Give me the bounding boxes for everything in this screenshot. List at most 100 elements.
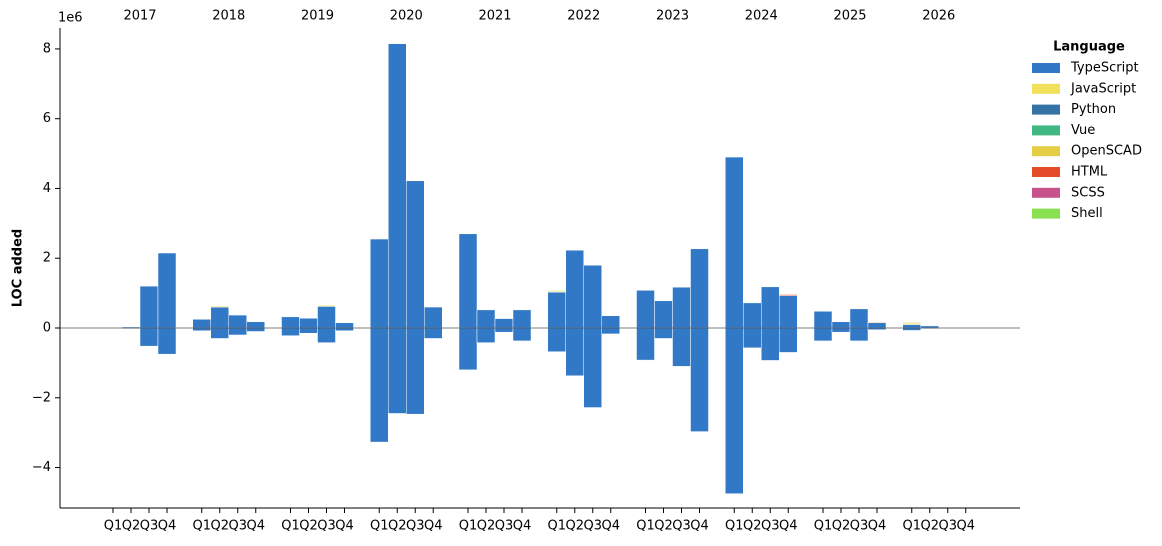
bar-negative	[672, 327, 691, 367]
bar-negative	[636, 327, 655, 361]
legend-label: OpenSCAD	[1071, 144, 1142, 159]
legend-swatch	[1032, 167, 1060, 177]
bar-negative	[831, 327, 851, 333]
x-tick-label: Q2	[388, 519, 407, 534]
x-tick-label: Q2	[299, 519, 318, 534]
x-tick-label: Q1	[459, 519, 478, 534]
bar	[246, 321, 265, 329]
legend-swatch	[1032, 63, 1060, 73]
legend-swatch	[1032, 104, 1060, 115]
bar	[672, 286, 691, 329]
bar-negative	[210, 327, 229, 339]
year-label: 2026	[922, 9, 955, 24]
bar	[654, 300, 673, 329]
bar-negative	[565, 327, 584, 377]
bar-negative	[246, 327, 265, 332]
y-tick-label: 2	[43, 251, 51, 266]
x-tick-label: Q4	[158, 519, 177, 534]
year-label: 2024	[745, 9, 778, 24]
x-tick-label: Q3	[495, 519, 514, 534]
x-tick-label: Q4	[246, 519, 265, 534]
bar-negative	[601, 327, 620, 335]
bar	[458, 233, 478, 329]
y-tick-label: 4	[43, 181, 51, 196]
legend-label: SCSS	[1071, 185, 1105, 200]
bar-negative	[743, 327, 762, 349]
year-label: 2021	[478, 9, 511, 24]
bar	[867, 322, 887, 329]
year-label: 2023	[656, 9, 689, 24]
x-tick-label: Q1	[636, 519, 655, 534]
bar	[831, 321, 851, 329]
x-tick-label: Q4	[690, 519, 709, 534]
x-tick-label: Q3	[850, 519, 869, 534]
x-tick-label: Q3	[672, 519, 691, 534]
x-tick-label: Q4	[513, 519, 532, 534]
y-tick-label: 0	[43, 321, 51, 336]
bar	[299, 317, 318, 329]
x-tick-label: Q4	[335, 519, 354, 534]
bar	[547, 290, 566, 292]
y-tick-label: −2	[32, 390, 51, 405]
bar-negative	[761, 327, 780, 361]
bar	[636, 290, 655, 329]
x-tick-label: Q1	[281, 519, 300, 534]
y-tick-label: 8	[43, 41, 51, 56]
bar	[902, 324, 921, 329]
bar	[281, 316, 300, 329]
bar	[317, 305, 336, 307]
bar	[317, 306, 336, 329]
legend-swatch	[1032, 83, 1060, 94]
bar	[192, 319, 211, 329]
bar	[335, 322, 354, 329]
x-tick-label: Q3	[228, 519, 247, 534]
year-label: 2017	[123, 9, 156, 24]
legend-label: JavaScript	[1070, 81, 1136, 96]
bar	[583, 264, 602, 329]
x-tick-label: Q2	[477, 519, 496, 534]
bar-negative	[690, 327, 709, 432]
x-tick-label: Q3	[406, 519, 425, 534]
legend-swatch	[1032, 146, 1060, 157]
x-tick-label: Q2	[832, 519, 851, 534]
bar-negative	[281, 327, 300, 336]
bar	[424, 306, 443, 329]
bar-negative	[424, 327, 443, 339]
scale-label: 1e6	[58, 11, 83, 26]
x-tick-label: Q2	[122, 519, 141, 534]
legend-swatch	[1032, 187, 1060, 198]
legend-swatch	[1032, 208, 1060, 219]
x-tick-label: Q4	[779, 519, 798, 534]
x-tick-label: Q3	[938, 519, 957, 534]
x-tick-label: Q2	[654, 519, 673, 534]
x-tick-label: Q4	[424, 519, 443, 534]
bar	[779, 294, 798, 296]
legend-label: TypeScript	[1070, 61, 1139, 76]
bar-negative	[157, 327, 177, 355]
x-tick-label: Q1	[814, 519, 833, 534]
year-label: 2025	[833, 9, 866, 24]
bar-negative	[476, 327, 496, 343]
bar-negative	[494, 327, 514, 333]
legend-swatch	[1032, 125, 1060, 136]
bar-negative	[228, 327, 247, 336]
bar-negative	[458, 327, 478, 371]
legend-title: Language	[1053, 40, 1125, 55]
bar	[761, 286, 780, 329]
x-tick-label: Q1	[192, 519, 211, 534]
x-tick-label: Q3	[761, 519, 780, 534]
x-tick-label: Q2	[743, 519, 762, 534]
x-tick-label: Q1	[104, 519, 123, 534]
year-label: 2018	[212, 9, 245, 24]
year-label: 2019	[301, 9, 334, 24]
bar	[565, 249, 584, 329]
bar	[228, 314, 247, 329]
bar-negative	[779, 327, 798, 353]
legend-label: Vue	[1071, 123, 1095, 138]
bar	[210, 305, 229, 308]
bar	[494, 318, 514, 329]
x-tick-label: Q1	[547, 519, 566, 534]
bar	[743, 302, 762, 329]
legend-label: Python	[1071, 102, 1116, 117]
